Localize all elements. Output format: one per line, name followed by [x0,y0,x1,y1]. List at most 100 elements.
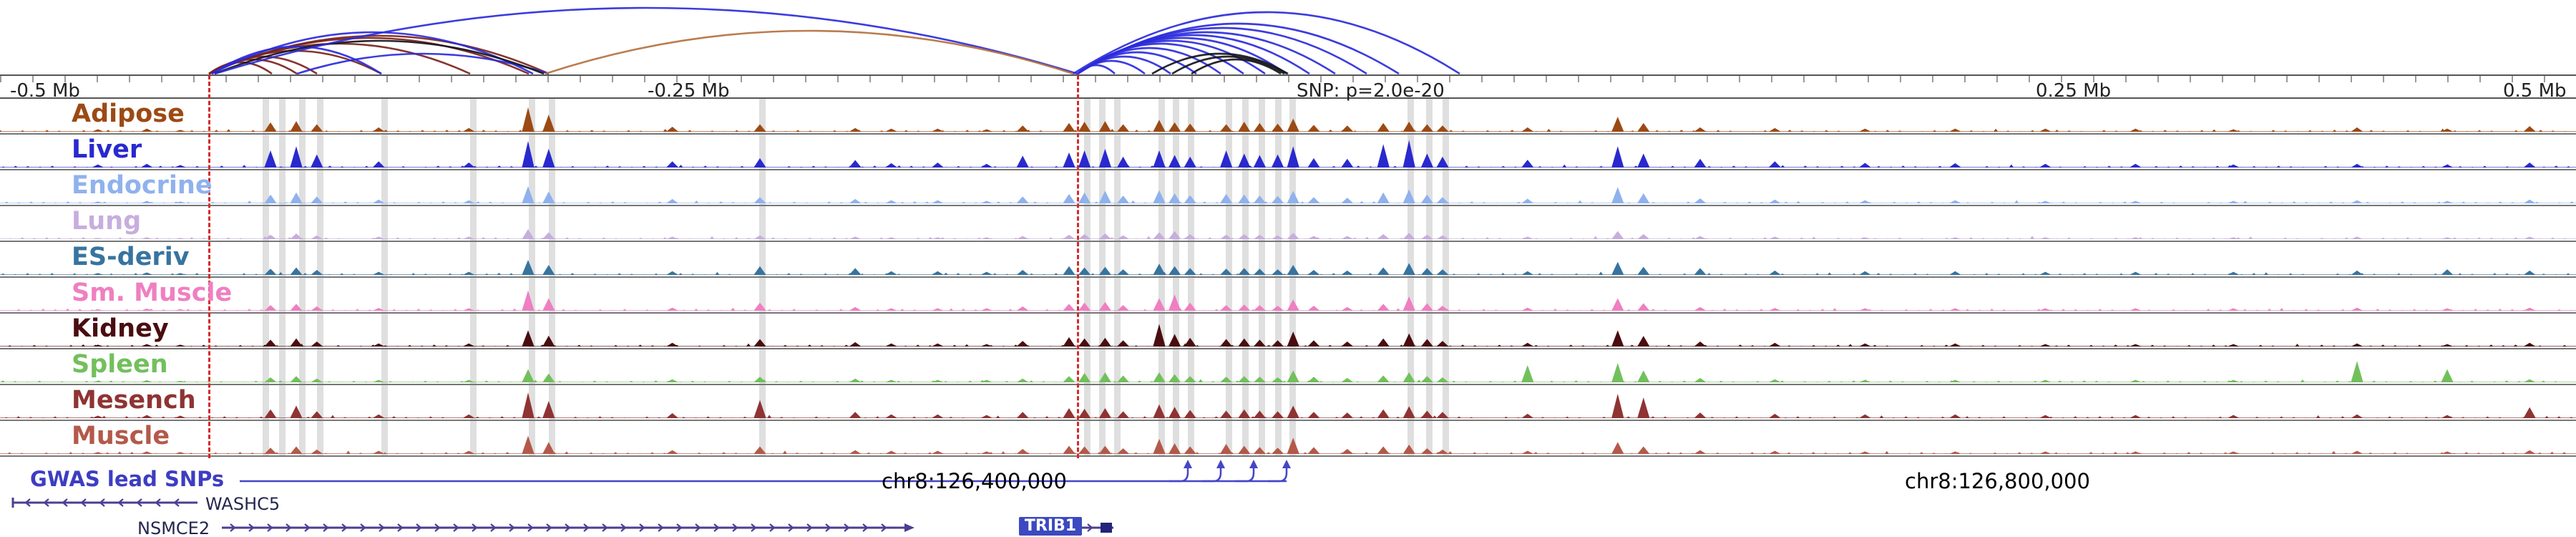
strand-chevron [155,498,161,507]
track-label-muscle[interactable]: Muscle [72,422,170,450]
gwas-snp-arrow[interactable] [1268,467,1288,483]
strand-chevron [341,523,348,532]
coordinate-ruler[interactable]: -0.5 Mb -0.25 Mb SNP: p=2.0e-20 0.25 Mb … [0,74,2576,102]
gwas-snp-arrow[interactable] [1169,467,1189,483]
track-row-endocrine[interactable]: Endocrine [0,170,2576,206]
interaction-arc[interactable] [545,29,1074,74]
strand-chevron [862,523,869,532]
gwas-snp-arrowhead [1282,460,1291,468]
gene-label-washc5[interactable]: WASHC5 [205,494,280,514]
gwas-snp-arrow[interactable] [1235,467,1255,483]
interaction-arc[interactable] [1077,22,1400,74]
strand-chevron [230,523,236,532]
signal-path-kidney [0,324,2576,347]
strand-chevron [546,523,552,532]
track-label-spleen[interactable]: Spleen [72,350,168,379]
signal-path-spleen [0,361,2576,382]
signal-path-es-deriv [0,260,2576,275]
interaction-arc[interactable] [208,34,550,74]
signal-path-muscle [0,435,2576,454]
ruler-label-minus-0-5mb: -0.5 Mb [10,80,80,102]
interaction-arc[interactable] [1191,58,1282,74]
strand-chevron [136,498,142,507]
strand-chevron [527,523,534,532]
strand-chevron [304,523,311,532]
gene-structures-layer [11,460,1291,533]
signal-baseline-mesench [0,417,2576,418]
interaction-arc[interactable] [1151,52,1289,74]
strand-chevron [713,523,720,532]
strand-chevron [379,523,385,532]
strand-chevron [173,498,180,507]
interaction-arcs-track[interactable] [0,0,2576,74]
track-row-sm-muscle[interactable]: Sm. Muscle [0,278,2576,314]
signal-liver [0,140,2576,168]
interaction-arc[interactable] [214,39,545,74]
track-row-spleen[interactable]: Spleen [0,349,2576,385]
strand-chevron [434,523,441,532]
interaction-arc[interactable] [1073,11,1460,74]
signal-endocrine [0,185,2576,203]
ruler-label-0-25mb: 0.25 Mb [2036,80,2112,102]
gene-box-trib1[interactable]: TRIB1 [1019,517,1082,536]
track-row-mesench[interactable]: Mesench [0,385,2576,421]
strand-chevron [639,523,645,532]
gwas-lead-snps-label[interactable]: GWAS lead SNPs [30,467,225,491]
strand-chevron [825,523,831,532]
strand-chevron [583,523,590,532]
track-row-adipose[interactable]: Adipose [0,99,2576,135]
strand-chevron [881,523,887,532]
interaction-arc[interactable] [296,52,550,74]
signal-adipose [0,107,2576,132]
strand-chevron [99,498,105,507]
track-label-es-deriv[interactable]: ES-deriv [72,243,190,271]
coordinate-label-left: chr8:126,400,000 [882,469,1067,493]
interaction-arc[interactable] [214,6,1078,74]
strand-chevron [286,523,292,532]
track-label-lung[interactable]: Lung [72,207,142,236]
interaction-arc[interactable] [211,31,534,74]
track-row-es-deriv[interactable]: ES-deriv [0,242,2576,278]
gwas-snp-arrow[interactable] [1202,467,1222,483]
signal-baseline-adipose [0,131,2576,132]
gene-arrowhead-nsmce2 [904,523,914,532]
signal-muscle [0,435,2576,454]
strand-chevron [267,523,273,532]
track-row-liver[interactable]: Liver [0,135,2576,170]
strand-chevron [788,523,794,532]
strand-chevron [769,523,776,532]
strand-chevron [490,523,497,532]
track-row-muscle[interactable]: Muscle [0,421,2576,457]
track-label-endocrine[interactable]: Endocrine [72,171,213,200]
signal-baseline-lung [0,238,2576,239]
strand-chevron [397,523,404,532]
gwas-snp-arrowhead [1216,460,1225,468]
strand-chevron [62,498,68,507]
strand-chevron [24,498,31,507]
strand-chevron [509,523,515,532]
signal-mesench [0,392,2576,418]
track-label-liver[interactable]: Liver [72,135,142,164]
gene-label-nsmce2[interactable]: NSMCE2 [137,518,210,537]
strand-chevron [695,523,701,532]
strand-chevron [676,523,683,532]
interaction-arc[interactable] [1171,55,1285,74]
strand-chevron [323,523,329,532]
signal-path-lung [0,229,2576,239]
interaction-arc[interactable] [211,45,382,74]
signal-path-liver [0,140,2576,168]
strand-chevron [360,523,366,532]
signal-spleen [0,361,2576,382]
strand-chevron [658,523,664,532]
track-row-lung[interactable]: Lung [0,206,2576,242]
annotation-area: GWAS lead SNPs chr8:126,400,000 chr8:126… [0,458,2576,537]
track-label-adipose[interactable]: Adipose [72,100,185,128]
track-row-kidney[interactable]: Kidney [0,314,2576,349]
track-label-kidney[interactable]: Kidney [72,314,169,343]
track-label-sm-muscle[interactable]: Sm. Muscle [72,279,233,307]
gwas-snp-arrowhead [1184,460,1192,468]
track-label-mesench[interactable]: Mesench [72,386,196,415]
signal-baseline-kidney [0,346,2576,347]
signal-baseline-es-deriv [0,274,2576,275]
